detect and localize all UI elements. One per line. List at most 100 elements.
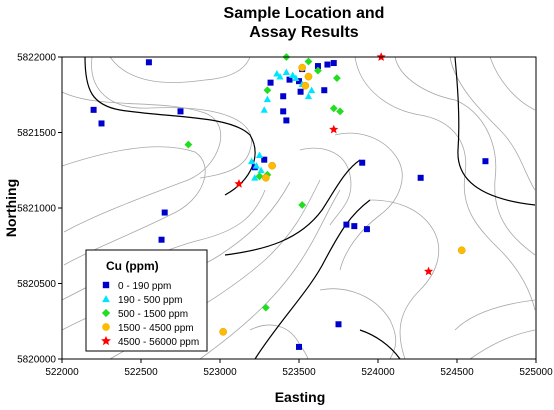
data-point-square xyxy=(417,174,424,181)
legend-marker-diamond xyxy=(101,308,111,318)
y-tick-label: 5821500 xyxy=(17,128,56,139)
data-point-circle xyxy=(219,327,228,336)
data-point-square xyxy=(177,108,184,115)
data-point-diamond xyxy=(261,303,270,312)
data-point-triangle xyxy=(289,71,297,78)
data-point-star xyxy=(234,179,244,188)
data-point-triangle xyxy=(263,95,271,103)
data-point-diamond xyxy=(255,172,264,181)
data-point-star xyxy=(424,266,434,276)
y-tick-label: 5821000 xyxy=(17,204,56,215)
data-point-square xyxy=(351,223,358,230)
data-point-square xyxy=(330,60,337,67)
chart-title-line-2: Assay Results xyxy=(249,24,358,41)
tick-marks xyxy=(58,56,537,363)
data-point-triangle xyxy=(282,68,290,75)
legend-marker-triangle xyxy=(102,295,110,303)
y-tick-labels: 5820000 5820500 5821000 5821500 5822000 xyxy=(17,53,56,366)
data-point-triangle xyxy=(304,92,313,100)
legend-label: 0 - 190 ppm xyxy=(118,281,171,292)
legend-label: 500 - 1500 ppm xyxy=(118,309,188,320)
data-point-square xyxy=(359,159,366,166)
data-point-circle xyxy=(261,173,270,182)
data-point-square xyxy=(161,209,168,216)
legend: Cu (ppm) 0 - 190 ppm 190 - 500 ppm 500 - 1… xyxy=(85,249,208,352)
data-point-square xyxy=(286,76,293,83)
black-contour-line xyxy=(224,159,361,256)
data-point-square xyxy=(98,120,105,127)
legend-label: 1500 - 4500 ppm xyxy=(118,323,194,334)
x-tick-label: 523500 xyxy=(282,367,316,378)
data-point-circle xyxy=(298,63,307,72)
data-point-square xyxy=(314,63,321,70)
legend-marker-star xyxy=(101,335,111,346)
contour-line xyxy=(61,146,206,266)
data-point-circle xyxy=(268,161,276,170)
data-points xyxy=(90,52,489,350)
x-tick-label: 522500 xyxy=(124,367,158,378)
contour-line xyxy=(199,189,341,360)
legend-entries: 0 - 190 ppm 190 - 500 ppm 500 - 1500 ppm 15… xyxy=(101,281,199,348)
data-point-square xyxy=(296,343,302,350)
x-axis-label: Easting xyxy=(275,389,326,405)
data-point-triangle xyxy=(308,86,316,94)
data-point-square xyxy=(261,156,268,163)
data-point-triangle xyxy=(255,151,264,159)
data-point-square xyxy=(90,106,97,113)
data-point-diamond xyxy=(333,74,341,83)
data-point-square xyxy=(482,158,489,165)
data-point-diamond xyxy=(314,66,322,75)
contour-line xyxy=(91,56,252,179)
data-point-diamond xyxy=(184,140,193,149)
y-tick-label: 5822000 xyxy=(17,53,56,64)
data-point-triangle xyxy=(273,70,281,77)
data-point-square xyxy=(343,221,350,228)
data-point-circle xyxy=(301,81,310,90)
data-point-circle xyxy=(457,246,466,255)
legend-label: 190 - 500 ppm xyxy=(118,295,183,306)
legend-title: Cu (ppm) xyxy=(106,259,159,273)
data-point-square xyxy=(280,108,287,115)
chart-title-line-1: Sample Location and xyxy=(224,5,385,22)
data-point-triangle xyxy=(248,157,256,165)
contour-line xyxy=(489,56,536,111)
data-point-circle xyxy=(304,72,313,81)
data-point-triangle xyxy=(252,162,260,169)
x-tick-label: 523000 xyxy=(203,367,237,378)
contour-line xyxy=(394,56,536,256)
contour-line xyxy=(334,132,403,271)
data-point-square xyxy=(267,79,274,86)
legend-label: 4500 - 56000 ppm xyxy=(118,337,199,348)
contour-line xyxy=(319,288,397,360)
data-point-square xyxy=(297,88,304,95)
contour-line xyxy=(369,199,439,360)
contour-line xyxy=(449,56,536,191)
contour-line xyxy=(299,147,352,226)
data-point-square xyxy=(280,93,287,100)
data-point-square xyxy=(321,87,328,94)
data-point-square xyxy=(145,59,152,66)
data-point-triangle xyxy=(292,74,300,82)
legend-marker-square xyxy=(102,281,110,289)
black-contour-line xyxy=(359,329,401,360)
y-tick-label: 5820500 xyxy=(17,279,56,290)
contour-line xyxy=(354,56,536,311)
data-point-square xyxy=(158,236,165,243)
x-tick-label: 524000 xyxy=(361,367,395,378)
data-point-square xyxy=(335,321,342,328)
data-point-triangle xyxy=(276,73,284,80)
black-contour-line xyxy=(454,56,536,206)
plot-area-frame xyxy=(61,56,537,360)
data-point-triangle xyxy=(257,166,265,174)
data-point-square xyxy=(283,117,290,124)
contour-line xyxy=(469,329,536,360)
data-point-square xyxy=(296,78,302,85)
data-point-diamond xyxy=(263,86,272,95)
black-contour-line xyxy=(254,199,371,360)
x-tick-label: 524500 xyxy=(440,367,474,378)
data-point-diamond xyxy=(336,107,344,116)
data-point-triangle xyxy=(251,174,259,181)
legend-marker-circle xyxy=(102,323,110,331)
